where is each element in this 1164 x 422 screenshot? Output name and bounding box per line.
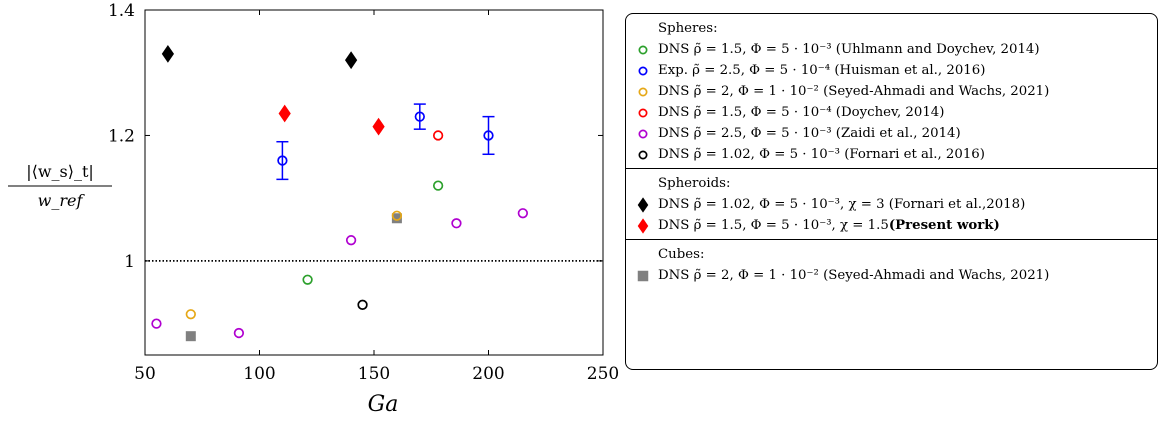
legend-marker-svg — [638, 86, 648, 97]
legend-marker-icon — [634, 63, 652, 79]
legend-marker-icon — [634, 268, 652, 284]
legend-marker — [638, 44, 648, 55]
legend-marker-icon — [634, 217, 652, 234]
data-point-spheres — [432, 180, 444, 191]
legend-marker-icon — [634, 196, 652, 213]
legend-marker-icon — [634, 105, 652, 121]
x-axis-label: Ga — [368, 392, 399, 417]
data-point-spheres — [302, 274, 313, 285]
y-axis-label-denominator: w_ref — [38, 191, 86, 210]
legend-entry-label: DNS ρ̃ = 2, Φ = 1 · 10⁻² (Seyed-Ahmadi a… — [658, 268, 1050, 283]
legend-section: Cubes: DNS ρ̃ = 2, Φ = 1 · 10⁻² (Seyed-Ah… — [626, 239, 1157, 289]
legend-entry: DNS ρ̃ = 1.5, Φ = 5 · 10⁻³, χ = 1.5 (Pre… — [634, 215, 1149, 236]
legend-marker — [638, 65, 648, 76]
data-point-spheres — [277, 155, 288, 166]
legend-marker-svg — [638, 44, 648, 55]
data-point-spheres — [517, 208, 528, 219]
data-point-spheres — [451, 218, 462, 229]
data-point-spheres — [185, 309, 196, 320]
legend-marker — [638, 86, 648, 97]
legend: Spheres: DNS ρ̃ = 1.5, Φ = 5 · 10⁻³ (Uhlm… — [625, 13, 1158, 370]
legend-marker — [637, 196, 649, 213]
legend-marker-svg — [637, 217, 649, 234]
x-tick-label: 150 — [358, 364, 390, 384]
legend-marker-icon — [634, 42, 652, 58]
data-point-spheroids — [372, 117, 385, 136]
plot-area: 50 100 150 200 250 1 1.2 1.4 — [108, 1, 619, 384]
legend-marker-svg — [638, 128, 648, 139]
legend-section-title: Spheroids: — [658, 176, 731, 191]
legend-entry: Exp. ρ̃ = 2.5, Φ = 5 · 10⁻⁴ (Huisman et … — [634, 60, 1149, 81]
legend-marker-svg — [638, 149, 648, 160]
legend-entry: DNS ρ̃ = 2, Φ = 1 · 10⁻² (Seyed-Ahmadi a… — [634, 81, 1149, 102]
data-point-spheroids — [344, 51, 358, 70]
data-point-spheres — [345, 235, 357, 246]
legend-entry-label: DNS ρ̃ = 2, Φ = 1 · 10⁻² (Seyed-Ahmadi a… — [658, 84, 1050, 99]
plot-frame — [144, 9, 604, 356]
legend-section: Spheres: DNS ρ̃ = 1.5, Φ = 5 · 10⁻³ (Uhlm… — [626, 14, 1157, 168]
legend-entry: DNS ρ̃ = 2.5, Φ = 5 · 10⁻³ (Zaidi et al.… — [634, 123, 1149, 144]
legend-marker — [638, 128, 648, 139]
legend-entry-label: DNS ρ̃ = 1.5, Φ = 5 · 10⁻³, χ = 1.5 — [658, 218, 889, 233]
legend-section-title: Spheres: — [658, 21, 718, 36]
data-point-spheres — [233, 327, 245, 339]
data-point-spheres — [483, 130, 494, 141]
legend-entry-label: DNS ρ̃ = 1.02, Φ = 5 · 10⁻³ (Fornari et … — [658, 147, 985, 162]
legend-entry: DNS ρ̃ = 1.02, Φ = 5 · 10⁻³ (Fornari et … — [634, 144, 1149, 165]
data-point-spheres — [357, 299, 368, 310]
x-tick-label: 250 — [587, 364, 619, 384]
legend-entry-label: DNS ρ̃ = 1.5, Φ = 5 · 10⁻³ (Uhlmann and … — [658, 42, 1040, 57]
legend-section: Spheroids: DNS ρ̃ = 1.02, Φ = 5 · 10⁻³, χ… — [626, 168, 1157, 239]
legend-marker — [638, 149, 648, 160]
legend-entry-emphasis: (Present work) — [888, 218, 1000, 233]
y-tick-label: 1 — [124, 252, 135, 272]
data-point-cubes — [185, 331, 196, 342]
data-point-spheres — [432, 130, 444, 141]
legend-entry-label: DNS ρ̃ = 1.5, Φ = 5 · 10⁻⁴ (Doychev, 201… — [658, 105, 945, 120]
x-tick-label: 100 — [243, 364, 275, 384]
data-point-spheres — [391, 210, 403, 221]
legend-marker-svg — [637, 196, 649, 213]
legend-entry: DNS ρ̃ = 1.5, Φ = 5 · 10⁻³ (Uhlmann and … — [634, 39, 1149, 60]
legend-section-title: Cubes: — [658, 247, 705, 262]
legend-marker-icon — [634, 126, 652, 142]
y-tick-label: 1.2 — [108, 126, 135, 146]
legend-entry: DNS ρ̃ = 2, Φ = 1 · 10⁻² (Seyed-Ahmadi a… — [634, 265, 1149, 286]
legend-entry: DNS ρ̃ = 1.5, Φ = 5 · 10⁻⁴ (Doychev, 201… — [634, 102, 1149, 123]
y-tick-label: 1.4 — [108, 1, 135, 21]
legend-marker-icon — [634, 147, 652, 163]
x-tick-label: 200 — [472, 364, 504, 384]
legend-entry-label: DNS ρ̃ = 2.5, Φ = 5 · 10⁻³ (Zaidi et al.… — [658, 126, 961, 141]
legend-marker-svg — [637, 270, 649, 281]
data-point-cubes — [391, 213, 402, 224]
legend-marker — [637, 217, 649, 234]
legend-entry: DNS ρ̃ = 1.02, Φ = 5 · 10⁻³, χ = 3 (Forn… — [634, 194, 1149, 215]
data-point-spheroids — [278, 104, 291, 123]
data-point-spheres — [151, 318, 162, 329]
legend-marker-svg — [638, 107, 648, 118]
data-point-spheroids — [161, 45, 175, 63]
x-tick-label: 50 — [134, 364, 156, 384]
legend-entry-label: Exp. ρ̃ = 2.5, Φ = 5 · 10⁻⁴ (Huisman et … — [658, 63, 986, 78]
legend-entry-label: DNS ρ̃ = 1.02, Φ = 5 · 10⁻³, χ = 3 (Forn… — [658, 197, 1026, 212]
legend-marker-icon — [634, 84, 652, 100]
legend-marker — [638, 107, 648, 118]
scatter-chart: 50 100 150 200 250 1 1.2 1.4 Ga |⟨w_s⟩_t| w_ref — [8, 1, 619, 417]
y-axis-label-numerator: |⟨w_s⟩_t| — [26, 162, 94, 181]
data-point-spheres — [414, 111, 425, 122]
legend-marker-svg — [638, 65, 648, 76]
legend-marker — [637, 270, 649, 281]
